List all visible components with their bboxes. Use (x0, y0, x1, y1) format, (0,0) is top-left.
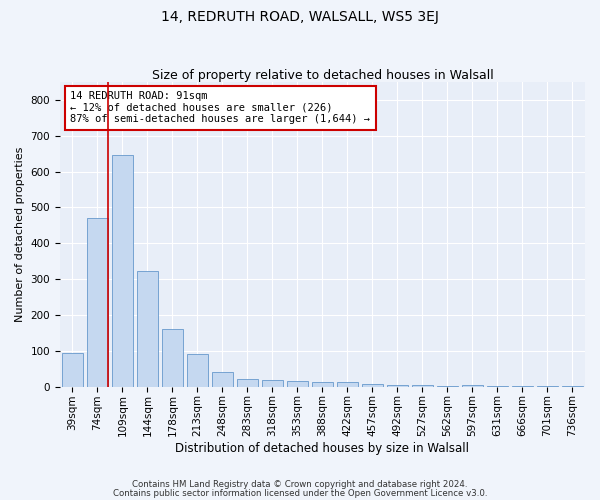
Bar (87, 218, 108, 386)
Bar (112, 156, 133, 386)
Bar (337, 382, 358, 386)
Bar (187, 354, 208, 386)
Title: Size of property relative to detached houses in Walsall: Size of property relative to detached ho… (152, 69, 493, 82)
Y-axis label: Number of detached properties: Number of detached properties (15, 146, 25, 322)
Text: Contains HM Land Registry data © Crown copyright and database right 2024.: Contains HM Land Registry data © Crown c… (132, 480, 468, 489)
Bar (412, 385, 433, 386)
X-axis label: Distribution of detached houses by size in Walsall: Distribution of detached houses by size … (175, 442, 469, 455)
Text: 14 REDRUTH ROAD: 91sqm
← 12% of detached houses are smaller (226)
87% of semi-de: 14 REDRUTH ROAD: 91sqm ← 12% of detached… (70, 91, 370, 124)
Bar (137, 272, 158, 386)
Bar (462, 385, 483, 386)
Bar (312, 382, 333, 386)
Bar (62, 352, 83, 386)
Bar (162, 330, 183, 386)
Bar (387, 385, 408, 386)
Bar (287, 380, 308, 386)
Text: 14, REDRUTH ROAD, WALSALL, WS5 3EJ: 14, REDRUTH ROAD, WALSALL, WS5 3EJ (161, 10, 439, 24)
Bar (212, 372, 233, 386)
Text: Contains public sector information licensed under the Open Government Licence v3: Contains public sector information licen… (113, 489, 487, 498)
Bar (237, 379, 258, 386)
Bar (362, 384, 383, 386)
Bar (262, 380, 283, 386)
